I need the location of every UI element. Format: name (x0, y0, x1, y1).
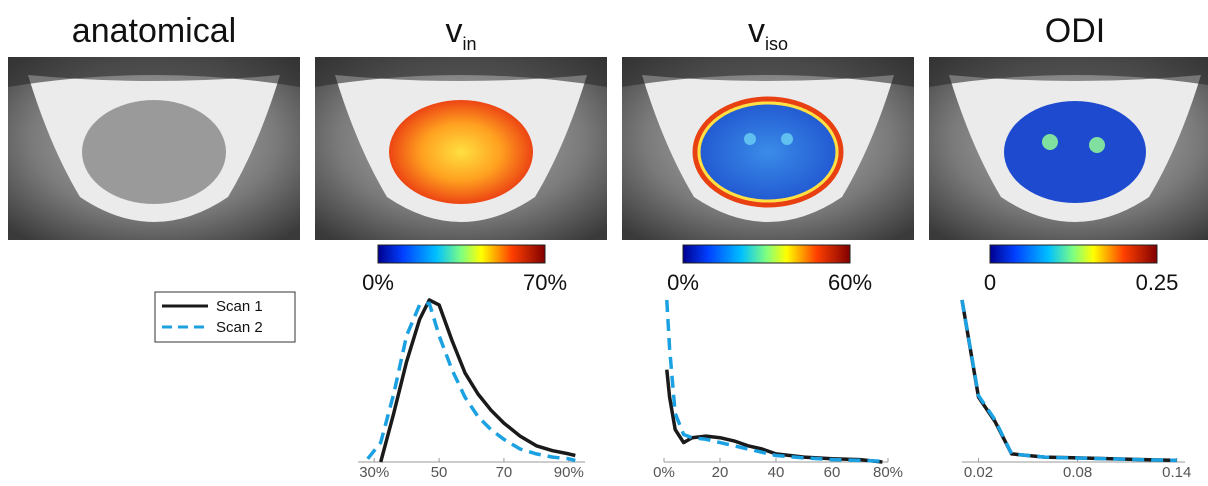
panel-title: ODI (1045, 12, 1105, 50)
x-tick-label: 0.08 (1063, 464, 1092, 481)
legend (154, 291, 296, 343)
series-line (665, 299, 883, 463)
x-tick-label: 90% (554, 464, 584, 481)
panel-title: vin (445, 12, 476, 54)
panel-images (8, 57, 1208, 240)
x-tick-label: 40 (768, 464, 785, 481)
colorbar (682, 244, 851, 264)
series-line (366, 301, 576, 463)
colorbar-max-label: 0.25 (1136, 270, 1179, 295)
colorbar-min-label: 0 (984, 270, 996, 295)
x-tick-label: 50 (431, 464, 448, 481)
colorbar-max-label: 70% (523, 270, 567, 295)
x-tick-label: 20 (712, 464, 729, 481)
x-tick-label: 60 (824, 464, 841, 481)
panel-title-text: anatomical (72, 12, 236, 50)
panel-title-text: v (748, 12, 765, 50)
panel-title: anatomical (72, 12, 236, 50)
legend-label: Scan 1 (216, 298, 263, 315)
panel-title-text: ODI (1045, 12, 1105, 50)
x-tick-label: 80% (873, 464, 903, 481)
colorbar-min-label: 0% (667, 270, 699, 295)
series-line (960, 299, 1177, 463)
x-tick-label: 70 (496, 464, 513, 481)
panel-title-subscript: iso (765, 34, 788, 54)
series-line (960, 299, 1177, 463)
series-line (379, 298, 576, 463)
colorbar-max-label: 60% (828, 270, 872, 295)
x-tick-label: 0% (653, 464, 675, 481)
colorbar-min-label: 0% (362, 270, 394, 295)
panel-title-text: v (445, 12, 462, 50)
panel-title-subscript: in (462, 34, 476, 54)
x-tick-label: 30% (359, 464, 389, 481)
panel-title: viso (748, 12, 788, 54)
x-tick-label: 0.02 (964, 464, 993, 481)
colorbar (989, 244, 1158, 264)
legend-label: Scan 2 (216, 319, 263, 336)
x-tick-label: 0.14 (1162, 464, 1191, 481)
colorbar (377, 244, 546, 264)
series-line (665, 369, 883, 464)
